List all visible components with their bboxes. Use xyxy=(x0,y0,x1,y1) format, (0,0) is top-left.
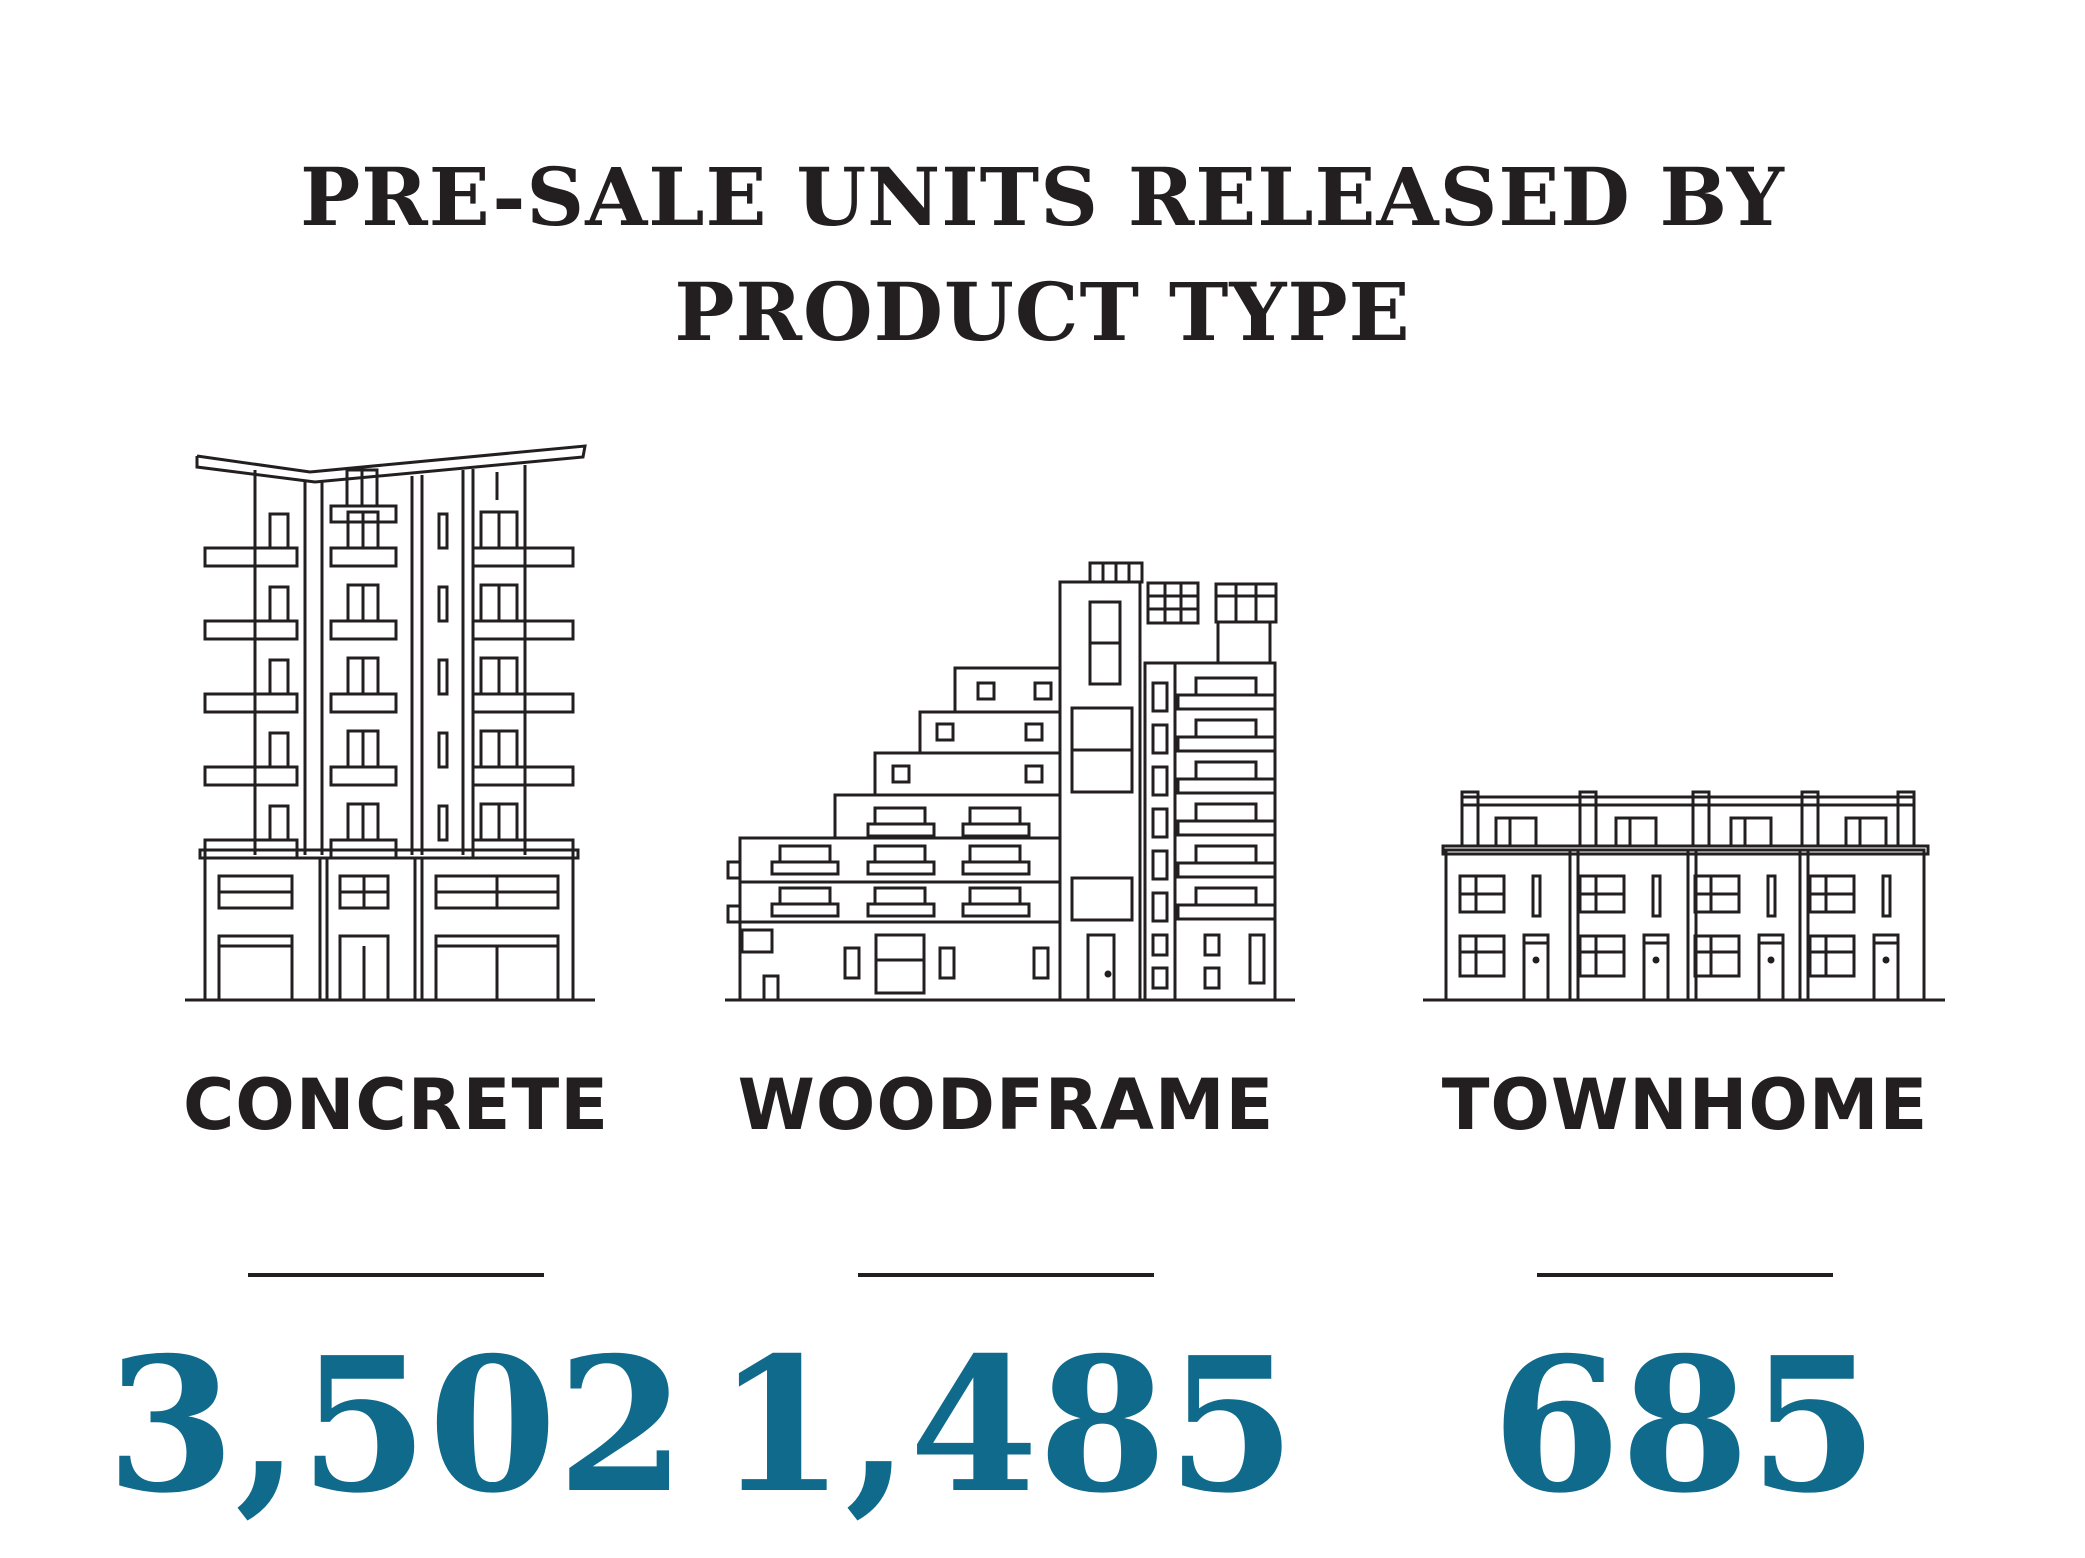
townhome-row-icon xyxy=(1423,790,1945,1002)
woodframe-midrise-icon xyxy=(725,561,1295,1002)
townhome-value: 685 xyxy=(1491,1316,1879,1534)
woodframe-label: WOODFRAME xyxy=(737,1064,1275,1146)
townhome-column: TOWNHOME 685 xyxy=(1355,1060,2015,1525)
title-line-1: PRE-SALE UNITS RELEASED BY xyxy=(300,150,1785,244)
woodframe-value: 1,485 xyxy=(716,1316,1296,1534)
title-line-2: PRODUCT TYPE xyxy=(674,265,1411,359)
concrete-value: 3,502 xyxy=(106,1316,686,1534)
concrete-label: CONCRETE xyxy=(182,1064,610,1146)
townhome-label: TOWNHOME xyxy=(1441,1064,1929,1146)
concrete-highrise-icon xyxy=(185,444,595,1002)
concrete-column: CONCRETE 3,502 xyxy=(66,1060,726,1525)
woodframe-column: WOODFRAME 1,485 xyxy=(676,1060,1336,1525)
townhome-divider xyxy=(1537,1273,1833,1277)
page-title: PRE-SALE UNITS RELEASED BY PRODUCT TYPE xyxy=(0,140,2085,370)
concrete-divider xyxy=(248,1273,544,1277)
woodframe-divider xyxy=(858,1273,1154,1277)
